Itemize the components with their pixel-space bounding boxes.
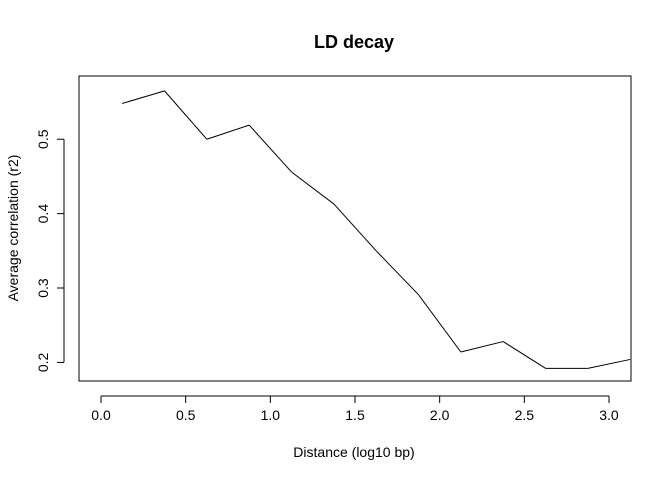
chart-title: LD decay	[314, 32, 394, 52]
y-tick-label: 0.4	[35, 204, 51, 224]
x-tick-label: 0.5	[176, 407, 196, 423]
plot-frame	[78, 75, 632, 382]
series-line-segment	[418, 294, 462, 353]
series-line-segment	[587, 358, 631, 369]
series-line-segment	[333, 203, 377, 252]
series-line-segment	[375, 250, 419, 296]
x-tick-label: 0.0	[91, 407, 111, 423]
series-line-segment	[248, 124, 292, 173]
series-line-segment	[122, 90, 165, 105]
series-line-segment	[206, 124, 250, 140]
series-line-segment	[460, 341, 504, 353]
y-tick-label: 0.2	[35, 352, 51, 372]
y-tick-label: 0.3	[35, 278, 51, 298]
x-tick-label: 2.0	[430, 407, 450, 423]
x-axis-label: Distance (log10 bp)	[293, 444, 414, 460]
y-axis: 0.2 0.3 0.4 0.5	[35, 129, 65, 372]
series-layer	[122, 90, 631, 369]
y-axis-label: Average correlation (r2)	[5, 155, 21, 302]
x-tick-label: 1.0	[261, 407, 281, 423]
y-tick-label: 0.5	[35, 129, 51, 149]
series-line-segment	[502, 341, 546, 369]
x-tick-label: 1.5	[345, 407, 365, 423]
x-tick-label: 2.5	[515, 407, 535, 423]
x-tick-label: 3.0	[599, 407, 619, 423]
x-axis: 0.0 0.5 1.0 1.5 2.0 2.5 3.0	[91, 395, 619, 423]
series-line-segment	[291, 171, 335, 205]
series-line-segment	[164, 90, 208, 140]
